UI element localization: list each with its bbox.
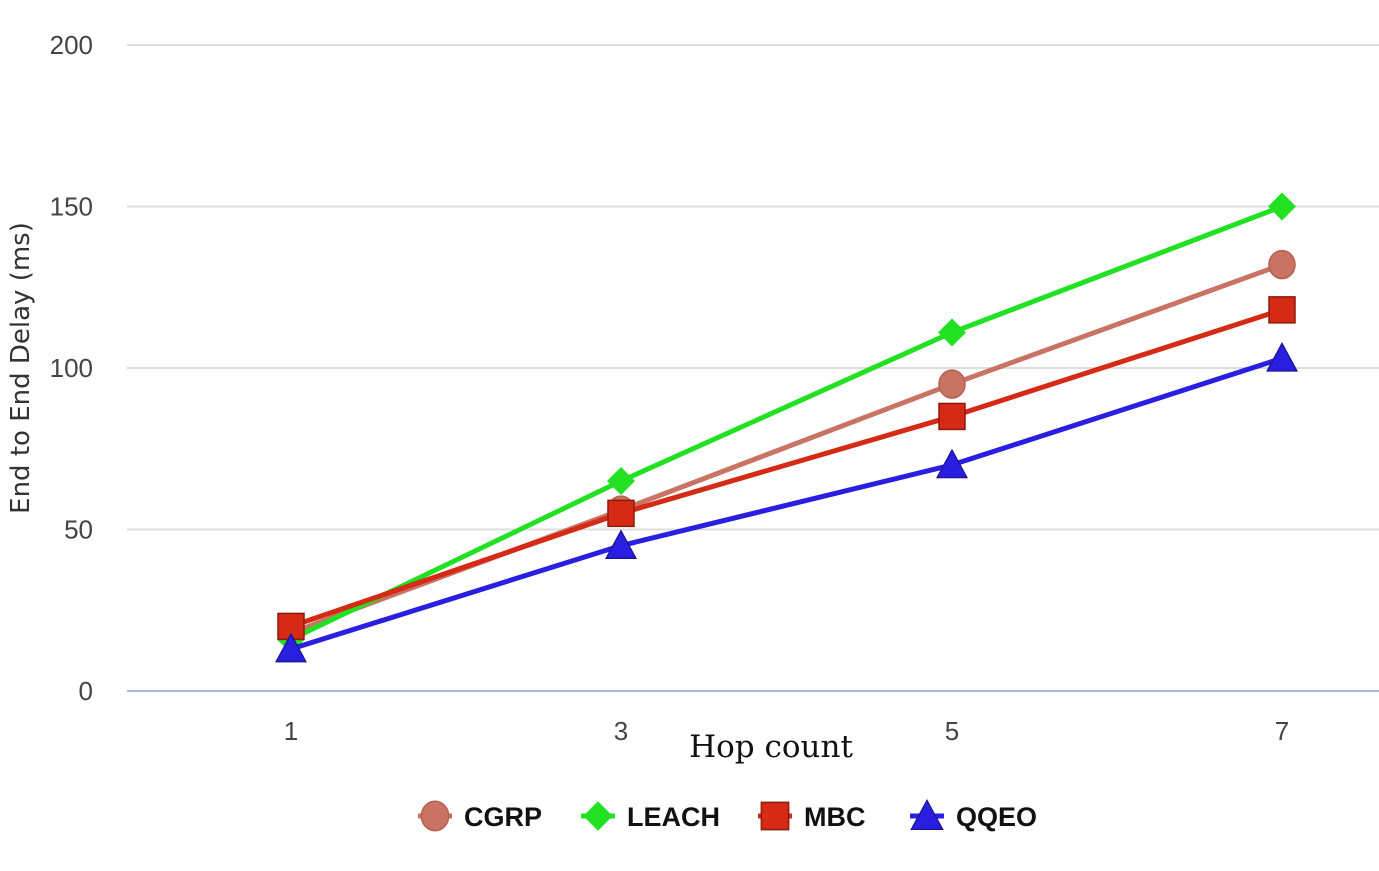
x-axis-ticks: 1 3 5 7 — [284, 716, 1289, 746]
grid-lines — [127, 44, 1379, 692]
legend[interactable]: CGRP LEACH MBC QQEO — [418, 798, 1037, 832]
series-line — [290, 307, 1283, 629]
series-cgrp — [277, 249, 1296, 648]
x-tick-label: 1 — [284, 716, 298, 746]
legend-marker — [910, 798, 944, 830]
legend-item-mbc[interactable]: MBC — [758, 801, 866, 832]
data-point — [607, 467, 635, 496]
series-mbc — [277, 296, 1296, 641]
legend-label: CGRP — [464, 802, 542, 832]
legend-label: MBC — [804, 802, 866, 832]
y-tick-label: 100 — [50, 353, 93, 383]
x-tick-label: 7 — [1275, 716, 1289, 746]
legend-item-leach[interactable]: LEACH — [581, 801, 720, 832]
x-tick-label: 5 — [945, 716, 959, 746]
y-tick-label: 200 — [50, 30, 93, 60]
legend-marker — [420, 800, 450, 832]
y-tick-label: 50 — [64, 515, 93, 545]
legend-label: QQEO — [956, 802, 1037, 832]
x-axis-title: Hop count — [689, 729, 853, 765]
y-axis-ticks: 0 50 100 150 200 — [50, 30, 93, 706]
data-point — [1268, 296, 1296, 324]
series-group — [274, 192, 1299, 663]
series-qqeo — [274, 342, 1299, 663]
legend-marker — [760, 801, 790, 831]
data-point — [938, 402, 966, 431]
data-point — [935, 448, 969, 479]
data-point — [938, 318, 966, 347]
data-point — [1268, 192, 1296, 221]
legend-label: LEACH — [627, 802, 720, 832]
y-tick-label: 0 — [79, 676, 93, 706]
data-point — [604, 529, 638, 560]
data-point — [1265, 342, 1299, 372]
series-line — [289, 204, 1283, 642]
data-point — [1268, 249, 1296, 280]
x-tick-label: 3 — [614, 716, 628, 746]
legend-item-qqeo[interactable]: QQEO — [910, 798, 1037, 832]
y-tick-label: 150 — [50, 192, 93, 222]
series-line — [290, 355, 1283, 652]
legend-marker — [583, 801, 613, 831]
y-axis-title: End to End Delay (ms) — [6, 222, 36, 514]
legend-item-cgrp[interactable]: CGRP — [418, 800, 542, 832]
data-point — [938, 369, 966, 399]
data-point — [274, 632, 308, 663]
data-point — [607, 499, 635, 528]
series-leach — [277, 192, 1296, 654]
